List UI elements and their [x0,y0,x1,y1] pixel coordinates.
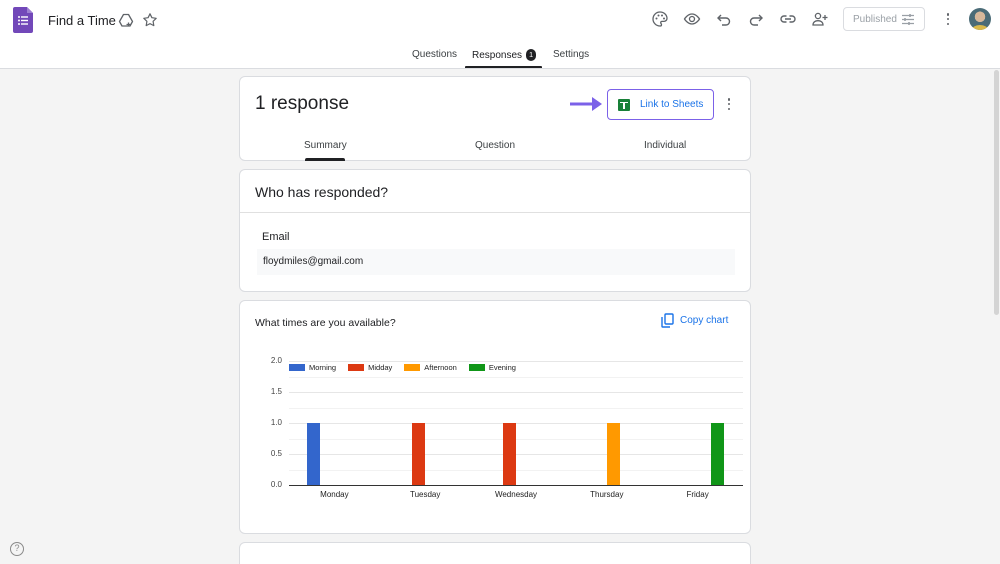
next-question-card [239,542,751,564]
bar-friday-evening[interactable] [711,423,725,485]
help-icon[interactable]: ? [10,542,24,556]
x-axis-line [289,485,743,486]
gridline [289,376,743,378]
google-forms-logo-icon[interactable] [13,7,33,33]
y-tick-label: 1.0 [270,418,282,427]
x-tick-label: Monday [320,490,349,499]
who-responded-title: Who has responded? [255,184,389,200]
gridline [289,423,743,424]
page-scrollbar[interactable] [994,70,999,315]
link-to-sheets-button[interactable]: Link to Sheets [607,89,714,120]
x-tick-label: Thursday [590,490,624,499]
main-tabs: Questions Responses 1 Settings [0,43,1000,69]
responses-more-options-icon[interactable] [722,97,736,111]
more-options-icon[interactable] [941,12,955,26]
gridline [289,407,743,409]
response-count-title: 1 response [255,93,350,114]
y-tick-label: 2.0 [270,356,282,365]
gridline [289,392,743,393]
gridline [289,361,743,362]
legend-swatch [348,364,365,371]
subtab-question[interactable]: Question [475,140,516,151]
x-tick-label: Wednesday [494,490,538,499]
legend-label: Midday [368,363,393,372]
published-button[interactable]: Published [843,7,925,31]
responses-summary-card: 1 response Link to Sheets Summary Questi… [239,76,751,161]
active-subtab-indicator [305,158,345,161]
bar-monday-morning[interactable] [307,423,321,485]
add-collaborator-icon[interactable] [811,10,829,28]
subtab-individual[interactable]: Individual [644,140,687,151]
question-title: What times are you available? [255,317,396,329]
copy-chart-label: Copy chart [680,315,729,326]
legend-swatch [468,364,485,371]
bar-tuesday-midday[interactable] [411,423,425,485]
y-tick-label: 0.5 [270,449,282,458]
x-tick-label: Tuesday [409,490,441,499]
palette-icon[interactable] [651,10,669,28]
google-sheets-icon [618,98,630,111]
question-chart-card: What times are you available? Copy chart… [239,300,751,534]
link-to-sheets-label: Link to Sheets [640,99,704,110]
divider [240,212,750,213]
form-title[interactable]: Find a Time [48,13,116,28]
redo-icon[interactable] [747,10,765,28]
tab-responses-label: Responses [472,50,523,61]
tune-icon [902,14,914,25]
move-to-drive-icon[interactable] [118,12,134,28]
chart-legend: Morning Midday Afternoon Evening [289,363,528,372]
responses-count-badge: 1 [526,49,537,61]
legend-label: Evening [488,363,516,372]
undo-icon[interactable] [715,10,733,28]
tab-responses[interactable]: Responses 1 [472,49,537,61]
email-column-label: Email [262,231,290,243]
tab-settings[interactable]: Settings [553,49,590,60]
legend-item-evening[interactable]: Evening [468,363,516,372]
y-tick-label: 1.5 [270,387,282,396]
link-icon[interactable] [779,10,797,28]
avatar[interactable] [969,8,991,30]
legend-item-midday[interactable]: Midday [348,363,392,372]
gridline [289,454,743,455]
legend-swatch [289,364,305,371]
subtab-summary[interactable]: Summary [304,140,347,151]
annotation-arrow-icon [570,97,602,111]
who-responded-card: Who has responded? Email floydmiles@gmai… [239,169,751,292]
email-response-row: floydmiles@gmail.com [257,249,735,275]
x-tick-label: Friday [686,490,709,499]
gridline [289,469,743,471]
published-label: Published [853,13,897,25]
legend-item-afternoon[interactable]: Afternoon [404,363,457,372]
active-tab-indicator [465,66,542,68]
bar-wednesday-midday[interactable] [502,423,516,485]
bar-thursday-afternoon[interactable] [606,423,620,485]
preview-eye-icon[interactable] [683,10,701,28]
legend-label: Morning [309,363,337,372]
legend-item-morning[interactable]: Morning [289,363,336,372]
legend-swatch [404,364,421,371]
legend-label: Afternoon [424,363,457,372]
copy-icon [661,313,674,328]
tab-questions[interactable]: Questions [412,49,458,60]
copy-chart-button[interactable]: Copy chart [661,313,728,328]
y-tick-label: 0.0 [270,480,282,489]
gridline [289,438,743,440]
top-bar: Find a Time Published Quest [0,0,1000,69]
star-icon[interactable] [142,12,158,28]
